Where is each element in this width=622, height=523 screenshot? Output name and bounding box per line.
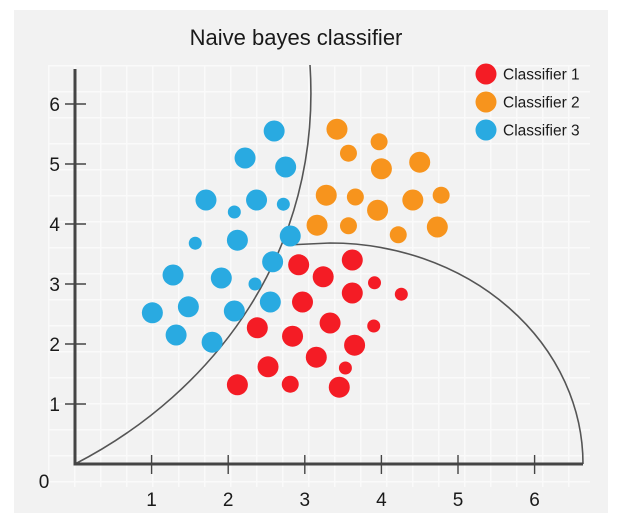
x-tick-label: 1 bbox=[146, 490, 157, 511]
data-point bbox=[328, 376, 350, 398]
legend-marker bbox=[475, 91, 497, 113]
origin-label: 0 bbox=[39, 472, 50, 493]
data-point bbox=[226, 374, 248, 396]
y-tick-label: 3 bbox=[49, 275, 60, 296]
data-point bbox=[367, 199, 389, 221]
data-point bbox=[282, 325, 304, 347]
data-point bbox=[262, 251, 284, 273]
data-point bbox=[195, 189, 217, 211]
y-tick-label: 6 bbox=[49, 95, 60, 116]
x-tick-label: 2 bbox=[223, 490, 234, 511]
data-point bbox=[275, 156, 297, 178]
data-point bbox=[276, 197, 290, 211]
x-tick-label: 4 bbox=[376, 490, 387, 511]
data-point bbox=[201, 331, 223, 353]
data-point bbox=[312, 266, 334, 288]
data-point bbox=[162, 264, 184, 286]
data-point bbox=[223, 300, 245, 322]
series-2 bbox=[306, 118, 450, 244]
chart-title: Naive bayes classifier bbox=[190, 25, 403, 50]
data-point bbox=[341, 249, 363, 271]
y-tick-label: 2 bbox=[49, 335, 60, 356]
data-point bbox=[210, 267, 232, 289]
y-tick-label: 5 bbox=[49, 155, 60, 176]
data-point bbox=[402, 189, 424, 211]
data-point bbox=[426, 216, 448, 238]
data-point bbox=[367, 319, 381, 333]
x-tick-label: 6 bbox=[529, 490, 540, 511]
data-point bbox=[389, 226, 407, 244]
data-point bbox=[141, 302, 163, 324]
boundary-curve-1 bbox=[74, 64, 312, 465]
data-point bbox=[339, 217, 357, 235]
data-point bbox=[319, 312, 341, 334]
y-tick-label: 4 bbox=[49, 215, 60, 236]
x-tick-label: 5 bbox=[453, 490, 464, 511]
data-point bbox=[257, 356, 279, 378]
legend-label: Classifier 1 bbox=[503, 67, 580, 84]
data-point bbox=[370, 158, 392, 180]
data-point bbox=[346, 188, 364, 206]
data-point bbox=[339, 144, 357, 162]
data-point bbox=[341, 282, 363, 304]
series-3 bbox=[141, 120, 301, 353]
data-point bbox=[306, 214, 328, 236]
data-point bbox=[432, 186, 450, 204]
data-point bbox=[259, 291, 281, 313]
data-point bbox=[279, 225, 301, 247]
data-point bbox=[234, 147, 256, 169]
data-point bbox=[246, 317, 268, 339]
data-point bbox=[292, 291, 314, 313]
legend: Classifier 1 Classifier 2 Classifier 3 bbox=[475, 63, 580, 141]
data-point bbox=[281, 375, 299, 393]
data-point bbox=[344, 334, 366, 356]
series-1 bbox=[226, 249, 408, 398]
decision-boundaries bbox=[74, 64, 584, 465]
axes bbox=[73, 69, 583, 466]
data-point bbox=[409, 151, 431, 173]
data-point bbox=[288, 254, 310, 276]
y-tick-label: 1 bbox=[49, 395, 60, 416]
data-point bbox=[263, 120, 285, 142]
data-point bbox=[370, 133, 388, 151]
data-point bbox=[227, 205, 241, 219]
data-point bbox=[394, 287, 408, 301]
data-point bbox=[177, 296, 199, 318]
legend-marker bbox=[475, 63, 497, 85]
boundary-curve-2 bbox=[286, 242, 584, 465]
data-point bbox=[226, 229, 248, 251]
data-point bbox=[165, 324, 187, 346]
data-point bbox=[368, 276, 382, 290]
x-tick-label: 3 bbox=[300, 490, 311, 511]
legend-label: Classifier 2 bbox=[503, 95, 580, 112]
data-point bbox=[248, 277, 262, 291]
data-point bbox=[326, 118, 348, 140]
data-point bbox=[188, 236, 202, 250]
data-point bbox=[305, 346, 327, 368]
legend-label: Classifier 3 bbox=[503, 123, 580, 140]
data-point bbox=[246, 189, 268, 211]
data-point bbox=[315, 184, 337, 206]
legend-marker bbox=[475, 119, 497, 141]
data-point bbox=[338, 361, 352, 375]
